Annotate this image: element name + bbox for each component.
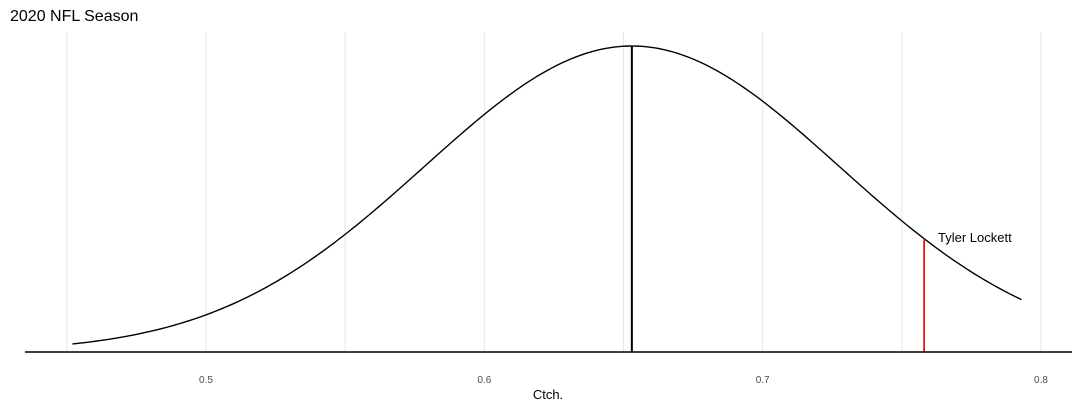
chart-title: 2020 NFL Season	[10, 8, 138, 25]
x-axis-title: Ctch.	[533, 387, 563, 402]
x-tick-label: 0.7	[756, 375, 770, 386]
x-tick-label: 0.8	[1034, 375, 1048, 386]
x-tick-labels: 0.5 0.6 0.7 0.8	[199, 375, 1048, 386]
reference-line-label: Tyler Lockett	[938, 230, 1012, 245]
density-curve	[72, 45, 1022, 345]
gridlines	[66, 32, 1042, 352]
reference-lines	[630, 46, 925, 352]
x-tick-label: 0.5	[199, 375, 213, 386]
x-tick-label: 0.6	[477, 375, 491, 386]
